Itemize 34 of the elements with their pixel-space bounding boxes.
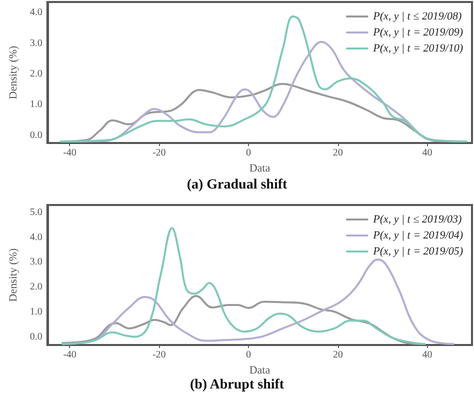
y-tick-label: 5.0 xyxy=(30,206,42,218)
legend-label: P(x, y | t = 2019/05) xyxy=(372,246,464,258)
x-tick-label: -40 xyxy=(63,148,76,158)
y-tick-label: 1.0 xyxy=(30,99,42,110)
x-tick-label: 40 xyxy=(422,148,432,158)
y-axis-title: Density (%) xyxy=(8,248,20,302)
line-series xyxy=(62,295,422,346)
x-axis-title: Data xyxy=(249,364,270,376)
y-tick-label: 2.0 xyxy=(30,68,42,80)
legend-label: P(x, y | t = 2019/04) xyxy=(372,230,464,242)
y-tick-label: 3.0 xyxy=(30,38,42,49)
legend-label: P(x, y | t = 2019/09) xyxy=(372,26,464,38)
y-tick-label: 3.0 xyxy=(30,256,42,268)
legend-label: P(x, y | t ≤ 2019/03) xyxy=(372,214,462,226)
y-tick-label: 0.0 xyxy=(30,331,42,342)
x-tick-label: -40 xyxy=(63,350,76,360)
x-tick-label: -20 xyxy=(152,148,166,158)
x-tick-label: 40 xyxy=(422,350,432,360)
x-tick-label: 20 xyxy=(332,350,343,360)
text: (a) Gradual shift xyxy=(186,178,288,192)
x-tick-label: 0 xyxy=(246,350,252,360)
y-tick-label: 0.0 xyxy=(30,130,42,141)
y-tick-label: 4.0 xyxy=(30,232,42,243)
y-tick-label: 1.0 xyxy=(30,306,42,318)
legend-label: P(x, y | t = 2019/10) xyxy=(372,42,464,54)
x-tick-label: -20 xyxy=(152,350,166,360)
x-tick-label: 0 xyxy=(246,148,252,158)
y-axis-title: Density (%) xyxy=(8,45,20,100)
text: (b) Abrupt shift xyxy=(190,378,284,392)
legend-label: P(x, y | t ≤ 2019/08) xyxy=(372,10,462,22)
y-tick-label: 4.0 xyxy=(30,7,42,18)
y-tick-label: 2.0 xyxy=(30,282,42,293)
x-axis-title: Data xyxy=(249,162,270,174)
x-tick-label: 20 xyxy=(332,148,343,158)
